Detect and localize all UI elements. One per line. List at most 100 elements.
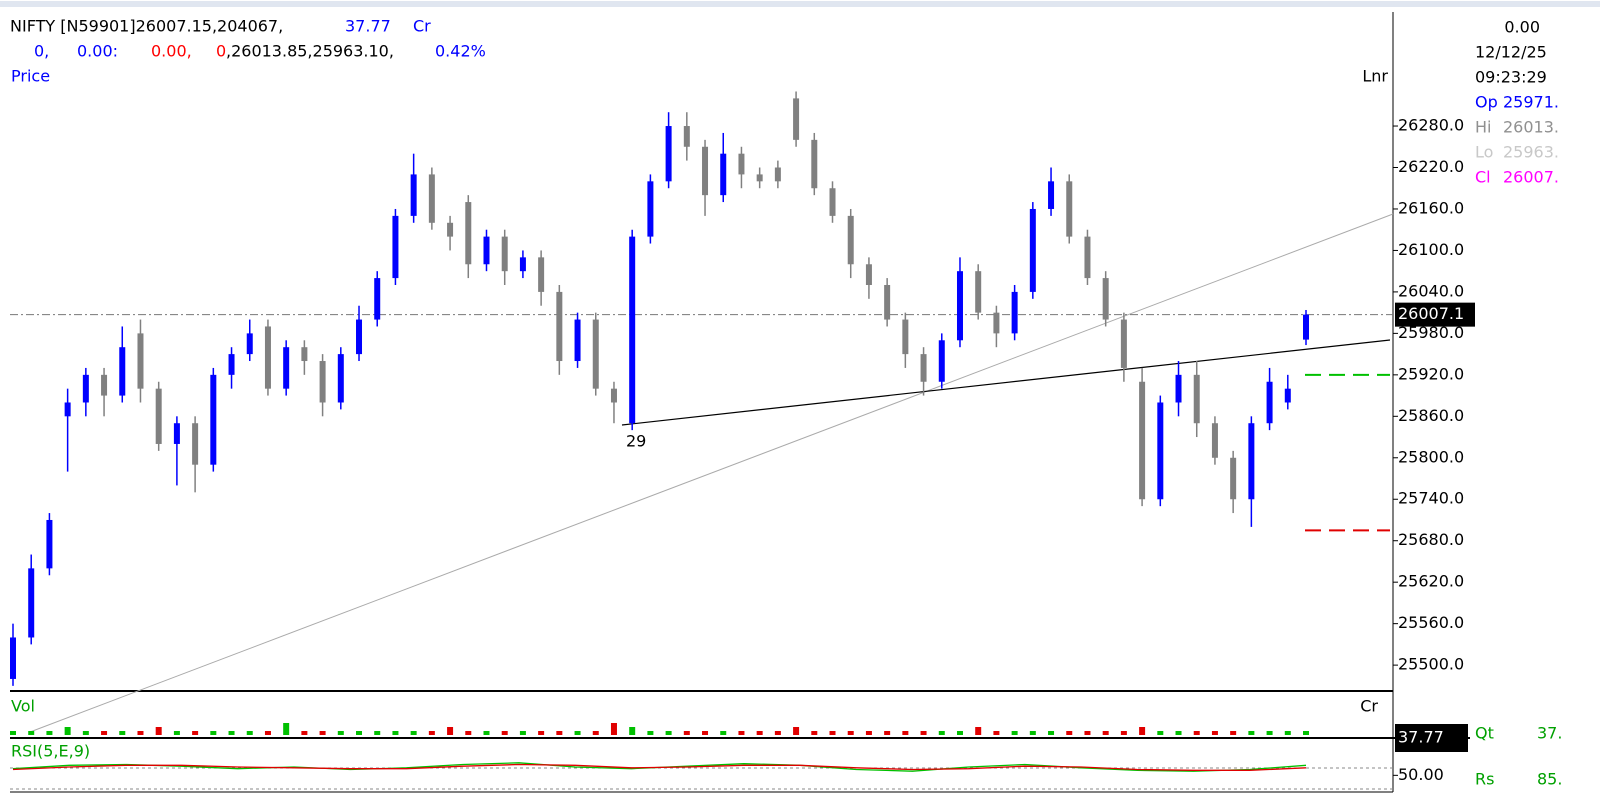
volume-bar	[720, 731, 727, 735]
volume-bar	[392, 731, 399, 735]
candle-body	[665, 126, 672, 182]
candle-body	[465, 202, 472, 265]
candle-body	[1011, 291, 1018, 334]
candle-body	[119, 347, 126, 396]
volume-bar	[629, 727, 636, 735]
volume-bar	[228, 731, 235, 735]
candle-body	[956, 271, 963, 341]
info-rs: 85.	[1537, 770, 1562, 789]
candle-body	[410, 174, 417, 216]
volume-bar	[210, 731, 217, 735]
candle-body	[283, 347, 290, 389]
volume-last-box	[1395, 724, 1468, 752]
candle-body	[538, 257, 545, 292]
candle-body	[46, 519, 53, 569]
candle-body	[829, 188, 836, 216]
volume-bar	[829, 731, 836, 735]
candle-body	[1211, 423, 1218, 458]
volume-unit: Cr	[1360, 697, 1378, 716]
candle-body	[319, 361, 326, 403]
header-text: NIFTY [N59901]26007.15,204067,	[10, 17, 283, 36]
candle-body	[647, 181, 654, 237]
candle-body	[173, 423, 180, 444]
volume-bar	[337, 731, 344, 735]
volume-bar	[865, 731, 872, 735]
candle-body	[865, 264, 872, 285]
volume-bar	[283, 723, 290, 735]
y-tick-label: 25620.0	[1398, 572, 1464, 591]
candle-body	[938, 340, 945, 382]
volume-bar	[410, 731, 417, 735]
volume-bar	[28, 731, 35, 735]
volume-bar	[10, 731, 16, 735]
volume-bar	[82, 731, 89, 735]
volume-bar	[683, 731, 690, 735]
candle-body	[64, 402, 71, 417]
candle-body	[1248, 423, 1255, 500]
y-tick-label: 25860.0	[1398, 406, 1464, 425]
y-tick-label: 26220.0	[1398, 157, 1464, 176]
header-text: Cr	[413, 17, 431, 36]
volume-bar	[173, 731, 180, 735]
candle-body	[1029, 208, 1036, 292]
volume-bar	[774, 731, 781, 735]
volume-bar	[956, 731, 963, 735]
annotation: 29	[626, 432, 646, 451]
header-text: 0	[216, 42, 226, 61]
candle-body	[82, 374, 89, 403]
info-qt-label: Qt	[1475, 724, 1494, 743]
candle-body	[374, 278, 381, 320]
volume-bar	[1303, 731, 1309, 735]
candle-body	[629, 236, 636, 424]
volume-bar	[155, 727, 162, 735]
volume-bar	[702, 731, 709, 735]
candle-body	[1175, 374, 1182, 403]
volume-bar	[975, 727, 982, 735]
info-qt: 37.	[1537, 724, 1562, 743]
candle-body	[975, 271, 982, 313]
candle-body	[101, 374, 108, 396]
rsi-tick-label: 50.00	[1398, 765, 1444, 784]
trend-line	[621, 339, 1391, 426]
candle-body	[1102, 278, 1109, 320]
y-tick-label: 25740.0	[1398, 489, 1464, 508]
candle-body	[811, 139, 818, 189]
candle-body	[483, 236, 490, 265]
volume-bar	[1157, 731, 1164, 735]
candle-body	[610, 388, 617, 403]
header-text: 0.00:	[77, 42, 118, 61]
volume-bar	[465, 731, 472, 735]
candle-body	[756, 174, 763, 182]
volume-bar	[756, 731, 763, 735]
candle-body	[501, 236, 508, 272]
header-text: 0.42%	[435, 42, 486, 61]
volume-bar	[811, 731, 818, 735]
candle-body	[1157, 402, 1164, 500]
info-date: 12/12/25	[1475, 43, 1547, 62]
candle-body	[1193, 374, 1200, 424]
info-label: Cl	[1475, 168, 1491, 187]
volume-bar	[847, 731, 854, 735]
candle-body	[1120, 319, 1127, 368]
y-tick-label: 26280.0	[1398, 116, 1464, 135]
y-tick-label: 25560.0	[1398, 613, 1464, 632]
info-label: Lo	[1475, 143, 1493, 162]
candle-body	[720, 153, 727, 196]
volume-bar	[993, 731, 1000, 735]
candle-body	[519, 257, 526, 272]
volume-bar	[374, 731, 381, 735]
header-text: 0,	[34, 42, 49, 61]
candle-body	[683, 126, 690, 147]
price-label: Price	[11, 67, 50, 86]
volume-bar	[1048, 731, 1055, 735]
candle-body	[1048, 181, 1055, 209]
volume-last: 37.77	[1398, 728, 1444, 747]
candle-body	[793, 98, 800, 140]
candle-body	[1266, 381, 1273, 424]
candle-body	[884, 284, 891, 320]
candle-body	[264, 326, 271, 389]
volume-bar	[738, 731, 745, 735]
volume-bar	[938, 731, 945, 735]
volume-bar	[556, 731, 563, 735]
